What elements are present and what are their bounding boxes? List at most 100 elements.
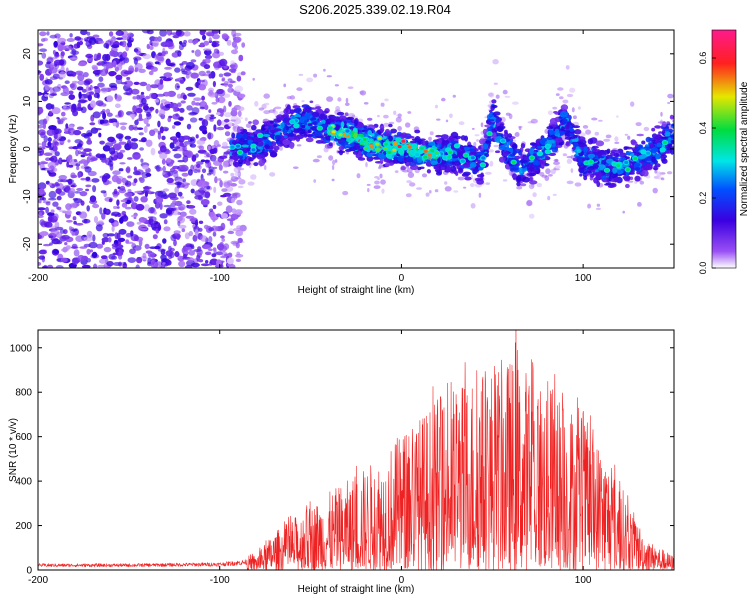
noise-speckle xyxy=(234,85,244,93)
noise-speckle xyxy=(199,42,205,47)
signal-speckle xyxy=(400,132,408,138)
signal-speckle xyxy=(528,172,537,177)
noise-speckle xyxy=(213,186,217,193)
faint-speckle xyxy=(591,117,598,121)
noise-speckle xyxy=(126,221,135,227)
faint-speckle xyxy=(594,131,599,136)
signal-speckle xyxy=(246,136,254,141)
noise-speckle xyxy=(235,229,243,237)
hotspot-core xyxy=(377,136,382,140)
noise-speckle xyxy=(157,190,167,198)
hotspot-core xyxy=(430,149,435,153)
noise-speckle xyxy=(162,262,166,265)
noise-speckle xyxy=(48,67,58,74)
faint-speckle xyxy=(605,134,612,139)
noise-speckle xyxy=(57,44,64,52)
noise-speckle xyxy=(208,37,212,43)
faint-speckle xyxy=(406,180,412,184)
noise-speckle xyxy=(145,95,150,100)
faint-speckle xyxy=(356,173,361,179)
signal-speckle xyxy=(307,129,312,134)
noise-speckle xyxy=(189,117,198,123)
faint-speckle xyxy=(436,118,441,121)
noise-speckle xyxy=(109,87,118,91)
noise-speckle xyxy=(108,218,115,224)
noise-speckle xyxy=(228,121,233,127)
colorbar-frame xyxy=(711,29,737,269)
noise-speckle xyxy=(189,143,193,147)
spectrogram-y-tick-label: -10 xyxy=(22,189,33,204)
noise-speckle xyxy=(106,95,114,103)
noise-speckle xyxy=(133,57,138,65)
signal-speckle xyxy=(581,169,588,174)
signal-speckle xyxy=(495,150,500,153)
noise-speckle xyxy=(71,257,79,265)
noise-speckle xyxy=(193,97,202,101)
noise-speckle xyxy=(235,258,241,262)
noise-speckle xyxy=(108,180,112,185)
noise-speckle xyxy=(231,41,237,48)
signal-speckle xyxy=(274,134,282,140)
faint-speckle xyxy=(516,185,523,190)
noise-speckle xyxy=(112,170,121,175)
signal-speckle xyxy=(650,147,659,154)
signal-speckle xyxy=(338,149,344,156)
spectrogram-x-tick-label: -200 xyxy=(28,273,48,284)
signal-speckle xyxy=(655,153,662,160)
noise-speckle xyxy=(126,76,131,81)
signal-speckle xyxy=(320,119,326,124)
faint-speckle xyxy=(458,121,465,126)
noise-speckle xyxy=(58,157,63,165)
hotspot-core xyxy=(401,139,406,143)
noise-speckle xyxy=(154,245,161,250)
noise-speckle xyxy=(67,127,76,136)
noise-speckle xyxy=(50,229,60,236)
noise-speckle xyxy=(101,212,106,220)
noise-speckle xyxy=(108,160,114,167)
signal-speckle xyxy=(495,118,500,124)
noise-speckle xyxy=(194,102,201,106)
noise-speckle xyxy=(65,123,69,129)
signal-speckle xyxy=(239,155,244,159)
noise-speckle xyxy=(46,129,55,137)
noise-speckle xyxy=(235,242,240,249)
noise-speckle xyxy=(50,93,57,96)
signal-speckle xyxy=(460,135,466,141)
noise-speckle xyxy=(130,230,134,237)
faint-speckle xyxy=(457,176,465,181)
signal-speckle xyxy=(610,149,618,153)
signal-speckle xyxy=(503,150,509,157)
faint-speckle xyxy=(289,95,296,100)
noise-speckle xyxy=(72,109,79,117)
signal-speckle xyxy=(546,140,555,144)
signal-speckle xyxy=(385,162,391,167)
faint-speckle xyxy=(263,93,271,99)
faint-speckle xyxy=(569,87,576,93)
noise-speckle xyxy=(182,178,186,183)
noise-speckle xyxy=(143,105,150,111)
faint-speckle xyxy=(554,165,561,169)
noise-speckle xyxy=(215,112,221,116)
noise-speckle xyxy=(194,219,199,227)
noise-speckle xyxy=(111,44,120,49)
noise-speckle xyxy=(138,217,147,223)
signal-speckle xyxy=(252,119,259,126)
faint-speckle xyxy=(603,138,611,142)
noise-speckle xyxy=(187,39,194,44)
colorbar-tick-label: 0.4 xyxy=(698,122,708,135)
noise-speckle xyxy=(193,39,199,44)
signal-speckle xyxy=(262,121,269,124)
noise-speckle xyxy=(98,76,104,82)
noise-speckle xyxy=(111,174,119,183)
faint-speckle xyxy=(624,133,629,136)
noise-speckle xyxy=(205,260,209,264)
noise-speckle xyxy=(194,229,199,237)
noise-speckle xyxy=(160,103,164,110)
noise-speckle xyxy=(168,245,172,252)
noise-speckle xyxy=(218,155,228,159)
signal-speckle xyxy=(564,125,570,130)
noise-speckle xyxy=(150,84,159,89)
noise-speckle xyxy=(172,148,178,152)
noise-speckle xyxy=(159,202,163,210)
faint-speckle xyxy=(667,101,671,105)
